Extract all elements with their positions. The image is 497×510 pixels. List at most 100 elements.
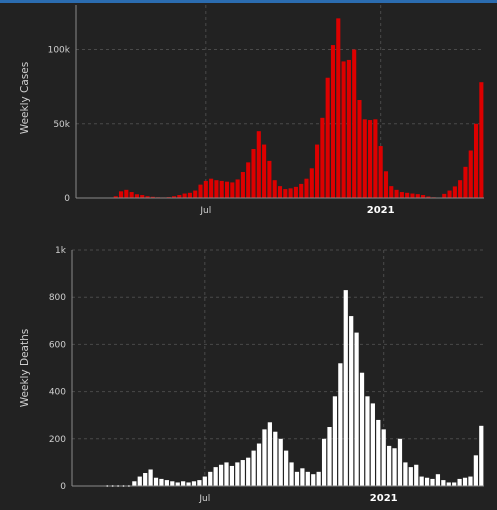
deaths-bar (419, 476, 424, 486)
deaths-bar (294, 471, 300, 486)
cases-bar (145, 196, 150, 198)
cases-bar (474, 123, 479, 198)
deaths-ytick-label: 600 (49, 340, 66, 350)
deaths-bar (321, 438, 327, 486)
cases-bar (315, 144, 320, 198)
cases-bar (458, 180, 463, 198)
cases-xtick-label: 2021 (367, 205, 395, 216)
cases-bar (293, 186, 298, 198)
deaths-bar (197, 480, 202, 486)
cases-bar (330, 45, 336, 199)
cases-bar (150, 196, 155, 198)
cases-bar (277, 186, 283, 198)
deaths-bar (332, 396, 338, 486)
cases-bar (230, 182, 235, 198)
deaths-bar (246, 457, 251, 486)
cases-bar (224, 181, 230, 198)
deaths-bar (256, 443, 262, 486)
deaths-bar (218, 464, 224, 486)
cases-bar (378, 146, 383, 198)
cases-bar (415, 194, 420, 198)
deaths-bar (457, 478, 462, 486)
deaths-bar (186, 482, 191, 486)
deaths-bar (424, 477, 430, 486)
cases-bar (421, 195, 426, 198)
cases-bar (394, 189, 399, 198)
deaths-bar (159, 478, 164, 486)
deaths-ytick-label: 1k (55, 246, 67, 256)
deaths-bar (267, 422, 272, 486)
deaths-bar (175, 482, 180, 486)
deaths-xtick-label: 2021 (370, 493, 398, 504)
cases-bar (256, 131, 261, 198)
cases-bar (182, 193, 187, 198)
cases-bar (219, 180, 224, 198)
cases-bar (373, 119, 378, 198)
deaths-bar (181, 481, 186, 486)
deaths-bar (435, 474, 441, 486)
cases-ytick-label: 50k (53, 120, 70, 130)
cases-bar (405, 192, 410, 198)
deaths-bar (430, 478, 435, 486)
cases-y-axis-label: Weekly Cases (19, 62, 31, 134)
deaths-bar (224, 462, 229, 486)
deaths-bar (262, 429, 267, 486)
deaths-bar (327, 427, 332, 486)
deaths-bar (462, 477, 468, 486)
deaths-bar (349, 316, 354, 486)
cases-bar (129, 192, 134, 198)
cases-bar (209, 178, 214, 198)
cases-bar (134, 194, 139, 198)
cases-bar (124, 189, 129, 198)
deaths-bar (387, 445, 392, 486)
cases-bar (389, 186, 394, 198)
cases-bar (251, 149, 256, 198)
deaths-bar (240, 460, 245, 486)
cases-bar (187, 192, 192, 198)
cases-bar (341, 61, 346, 198)
deaths-bar (229, 465, 235, 486)
deaths-bar (359, 372, 365, 486)
deaths-bar (153, 477, 159, 486)
deaths-bar (300, 468, 305, 486)
cases-bar (288, 188, 293, 198)
deaths-bar (392, 448, 397, 486)
cases-bar (272, 180, 277, 198)
deaths-bar (370, 403, 375, 486)
deaths-bar (403, 462, 408, 486)
deaths-bar (365, 396, 370, 486)
deaths-bar (479, 425, 484, 486)
cases-ytick-label: 0 (64, 194, 70, 204)
cases-bar (140, 195, 145, 198)
deaths-bar (213, 467, 218, 486)
deaths-y-axis-label: Weekly Deaths (19, 329, 31, 407)
deaths-bar (148, 469, 153, 486)
deaths-bar (452, 482, 457, 486)
deaths-ytick-label: 0 (60, 482, 66, 492)
cases-bar (304, 178, 309, 198)
deaths-bar (289, 462, 294, 486)
cases-bar (452, 186, 457, 198)
deaths-bar (446, 482, 451, 486)
cases-bar (214, 180, 219, 198)
cases-bar (267, 160, 272, 198)
deaths-bar (397, 438, 403, 486)
cases-bar (283, 189, 288, 198)
cases-bar (362, 119, 367, 198)
cases-bar (357, 100, 362, 198)
deaths-bar (235, 462, 240, 486)
deaths-bar (414, 464, 419, 486)
deaths-bar (473, 455, 478, 486)
deaths-bar (408, 467, 413, 486)
cases-bar (383, 171, 389, 198)
cases-bar (262, 144, 267, 198)
deaths-bar (170, 481, 175, 486)
cases-bar (198, 184, 203, 198)
cases-bar (235, 179, 240, 198)
cases-bar (468, 150, 473, 198)
deaths-bar (338, 363, 343, 486)
deaths-bar (164, 480, 169, 486)
cases-bar (447, 190, 452, 198)
